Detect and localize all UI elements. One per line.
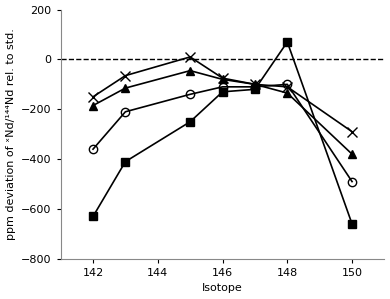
3 ml/min (0.9%) <box>220 85 225 89</box>
Ar only (5.7%) <box>285 40 290 44</box>
15 ml/min (0.1%) <box>220 76 225 80</box>
15 ml/min (0.1%) <box>123 74 128 77</box>
Line: 10 ml/min (0.4%): 10 ml/min (0.4%) <box>89 66 356 158</box>
15 ml/min (0.1%) <box>188 55 193 59</box>
15 ml/min (0.1%) <box>91 95 96 99</box>
3 ml/min (0.9%) <box>91 147 96 151</box>
3 ml/min (0.9%) <box>188 92 193 96</box>
Ar only (5.7%) <box>350 222 355 226</box>
Ar only (5.7%) <box>91 215 96 218</box>
Line: 15 ml/min (0.1%): 15 ml/min (0.1%) <box>88 52 357 137</box>
Line: Ar only (5.7%): Ar only (5.7%) <box>89 38 356 228</box>
3 ml/min (0.9%) <box>350 180 355 183</box>
Line: 3 ml/min (0.9%): 3 ml/min (0.9%) <box>89 80 356 186</box>
X-axis label: Isotope: Isotope <box>202 283 243 293</box>
15 ml/min (0.1%) <box>253 83 257 86</box>
10 ml/min (0.4%) <box>123 86 128 90</box>
10 ml/min (0.4%) <box>285 91 290 95</box>
3 ml/min (0.9%) <box>285 83 290 86</box>
Y-axis label: ppm deviation of ˣNd/¹⁴⁴Nd rel. to std.: ppm deviation of ˣNd/¹⁴⁴Nd rel. to std. <box>5 28 16 240</box>
Ar only (5.7%) <box>123 160 128 164</box>
10 ml/min (0.4%) <box>253 83 257 86</box>
3 ml/min (0.9%) <box>123 110 128 114</box>
15 ml/min (0.1%) <box>285 85 290 89</box>
Ar only (5.7%) <box>188 120 193 123</box>
3 ml/min (0.9%) <box>253 85 257 89</box>
10 ml/min (0.4%) <box>350 152 355 156</box>
Ar only (5.7%) <box>253 88 257 91</box>
10 ml/min (0.4%) <box>188 69 193 72</box>
10 ml/min (0.4%) <box>220 77 225 81</box>
10 ml/min (0.4%) <box>91 104 96 107</box>
15 ml/min (0.1%) <box>350 130 355 134</box>
Ar only (5.7%) <box>220 90 225 94</box>
